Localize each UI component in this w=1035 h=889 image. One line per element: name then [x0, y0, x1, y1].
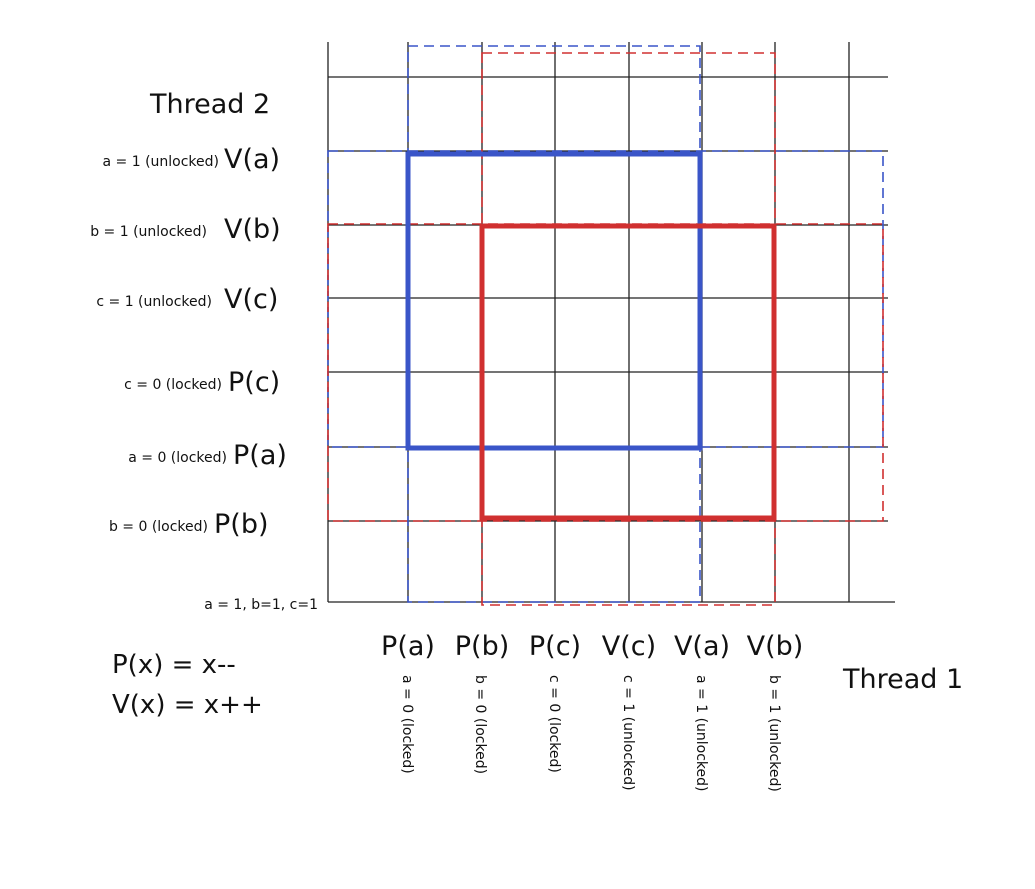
column-op-label: V(b) — [747, 631, 804, 662]
column-op-label: V(a) — [674, 631, 730, 662]
thread-2-title: Thread 2 — [149, 89, 270, 120]
row-op-label: V(b) — [224, 214, 281, 245]
legend-p-definition: P(x) = x-- — [112, 650, 236, 680]
row-note: b = 0 (locked) — [109, 519, 208, 535]
row-op-label: P(b) — [214, 509, 269, 540]
thread-1-title: Thread 1 — [842, 664, 963, 695]
column-op-label: P(a) — [381, 631, 435, 662]
forbidden-region-b — [479, 223, 777, 521]
column-note: a = 1 (unlocked) — [693, 675, 709, 792]
row-op-label: P(c) — [228, 367, 280, 398]
column-op-label: V(c) — [602, 631, 656, 662]
column-op-label: P(c) — [529, 631, 581, 662]
column-note: a = 0 (locked) — [399, 675, 415, 774]
row-note: b = 1 (unlocked) — [90, 224, 207, 240]
row-op-label: P(a) — [233, 440, 287, 471]
row-op-label: V(a) — [224, 144, 280, 175]
column-note: b = 0 (locked) — [472, 675, 488, 774]
progress-grid — [327, 42, 895, 603]
region-a-horizontal-band — [327, 150, 884, 448]
row-note: a = 0 (locked) — [128, 450, 227, 466]
column-note: c = 1 (unlocked) — [620, 675, 636, 791]
row-note: c = 1 (unlocked) — [96, 294, 212, 310]
column-note: b = 1 (unlocked) — [766, 675, 782, 792]
row-op-label: V(c) — [224, 284, 278, 315]
row-note: c = 0 (locked) — [124, 377, 222, 393]
forbidden-region-a — [405, 151, 703, 451]
legend-v-definition: V(x) = x++ — [112, 690, 263, 720]
row-note: a = 1 (unlocked) — [103, 154, 220, 170]
column-note: c = 0 (locked) — [546, 675, 562, 773]
column-op-label: P(b) — [455, 631, 510, 662]
origin-label: a = 1, b=1, c=1 — [204, 597, 318, 613]
